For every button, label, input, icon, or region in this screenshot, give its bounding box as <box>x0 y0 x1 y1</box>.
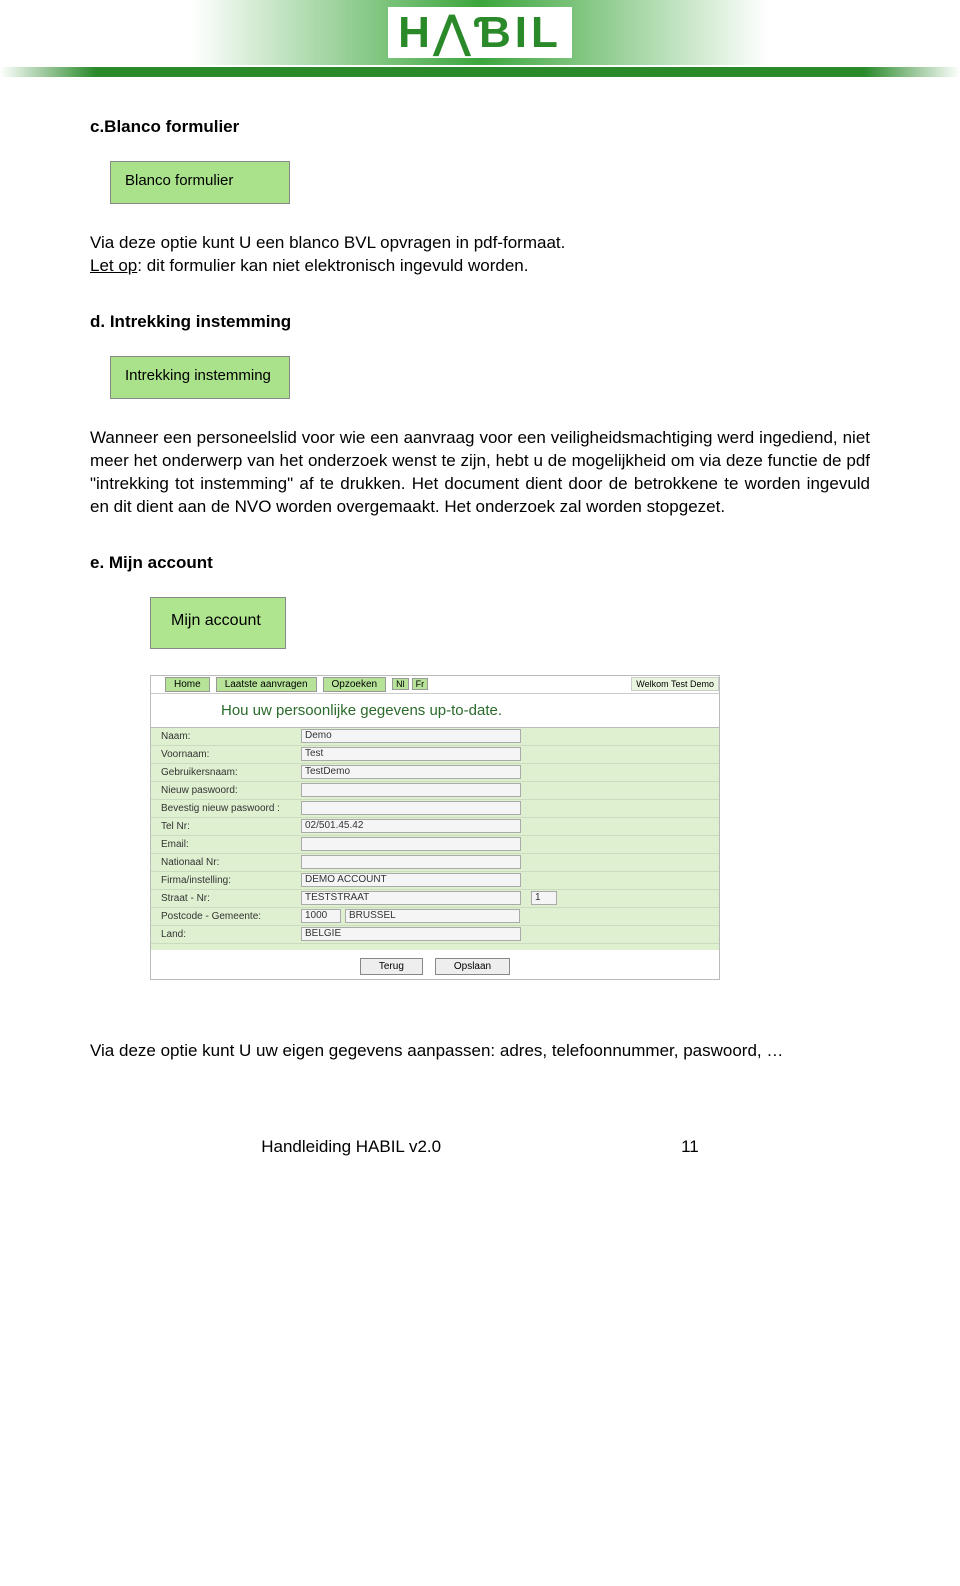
mijn-account-button-wrap: Mijn account <box>150 597 870 649</box>
section-e-title: e. Mijn account <box>90 553 870 573</box>
input-firma[interactable]: DEMO ACCOUNT <box>301 873 521 887</box>
label-voornaam: Voornaam: <box>161 749 301 760</box>
input-straat-nr[interactable]: 1 <box>531 891 557 905</box>
let-op-label: Let op <box>90 256 137 275</box>
row-firma: Firma/instelling: DEMO ACCOUNT <box>151 872 719 890</box>
label-postcode: Postcode - Gemeente: <box>161 911 301 922</box>
input-land[interactable]: BELGIE <box>301 927 521 941</box>
input-email[interactable] <box>301 837 521 851</box>
label-email: Email: <box>161 839 301 850</box>
input-nationaal[interactable] <box>301 855 521 869</box>
tabs-row: Home Laatste aanvragen Opzoeken Nl Fr We… <box>151 676 719 694</box>
label-nationaal: Nationaal Nr: <box>161 857 301 868</box>
tab-opzoeken[interactable]: Opzoeken <box>323 677 387 692</box>
row-email: Email: <box>151 836 719 854</box>
tab-home[interactable]: Home <box>165 677 210 692</box>
section-d-paragraph: Wanneer een personeelslid voor wie een a… <box>90 427 870 519</box>
row-nationaal: Nationaal Nr: <box>151 854 719 872</box>
label-tel: Tel Nr: <box>161 821 301 832</box>
section-d-title: d. Intrekking instemming <box>90 312 870 332</box>
blanco-formulier-button[interactable]: Blanco formulier <box>110 161 290 204</box>
input-gemeente[interactable]: BRUSSEL <box>345 909 520 923</box>
logo: H⋀ƁIL <box>388 7 572 58</box>
intrekking-button-wrap: Intrekking instemming <box>90 356 870 399</box>
row-naam: Naam: Demo <box>151 728 719 746</box>
input-nieuw-paswoord[interactable] <box>301 783 521 797</box>
input-gebruikersnaam[interactable]: TestDemo <box>301 765 521 779</box>
row-nieuw-paswoord: Nieuw paswoord: <box>151 782 719 800</box>
blanco-button-wrap: Blanco formulier <box>90 161 870 204</box>
row-voornaam: Voornaam: Test <box>151 746 719 764</box>
section-c-paragraph: Via deze optie kunt U een blanco BVL opv… <box>90 232 870 278</box>
row-tel: Tel Nr: 02/501.45.42 <box>151 818 719 836</box>
label-land: Land: <box>161 929 301 940</box>
section-c-text-1: Via deze optie kunt U een blanco BVL opv… <box>90 233 565 252</box>
row-straat: Straat - Nr: TESTSTRAAT 1 <box>151 890 719 908</box>
tab-fr[interactable]: Fr <box>412 678 429 690</box>
tab-nl[interactable]: Nl <box>392 678 409 690</box>
input-voornaam[interactable]: Test <box>301 747 521 761</box>
header-divider <box>0 67 960 77</box>
label-straat: Straat - Nr: <box>161 893 301 904</box>
terug-button[interactable]: Terug <box>360 958 423 975</box>
input-naam[interactable]: Demo <box>301 729 521 743</box>
form-heading: Hou uw persoonlijke gegevens up-to-date. <box>151 694 719 727</box>
row-gebruikersnaam: Gebruikersnaam: TestDemo <box>151 764 719 782</box>
opslaan-button[interactable]: Opslaan <box>435 958 510 975</box>
form-buttons: Terug Opslaan <box>151 950 719 979</box>
footer-text: Handleiding HABIL v2.0 <box>261 1137 441 1157</box>
input-tel[interactable]: 02/501.45.42 <box>301 819 521 833</box>
form-body: Naam: Demo Voornaam: Test Gebruikersnaam… <box>151 727 719 950</box>
row-land: Land: BELGIE <box>151 926 719 944</box>
tab-laatste-aanvragen[interactable]: Laatste aanvragen <box>216 677 317 692</box>
row-bevestig: Bevestig nieuw paswoord : <box>151 800 719 818</box>
intrekking-instemming-button[interactable]: Intrekking instemming <box>110 356 290 399</box>
footer: Handleiding HABIL v2.0 11 <box>0 1117 960 1167</box>
label-firma: Firma/instelling: <box>161 875 301 886</box>
row-postcode: Postcode - Gemeente: 1000 BRUSSEL <box>151 908 719 926</box>
input-straat[interactable]: TESTSTRAAT <box>301 891 521 905</box>
page-number: 11 <box>681 1137 699 1157</box>
mijn-account-button[interactable]: Mijn account <box>150 597 286 649</box>
account-form: Home Laatste aanvragen Opzoeken Nl Fr We… <box>150 675 720 980</box>
section-c-title: c.Blanco formulier <box>90 117 870 137</box>
header-bar: H⋀ƁIL <box>0 0 960 65</box>
section-c-text-2: : dit formulier kan niet elektronisch in… <box>137 256 528 275</box>
label-bevestig: Bevestig nieuw paswoord : <box>161 803 301 814</box>
label-gebruikersnaam: Gebruikersnaam: <box>161 767 301 778</box>
input-bevestig[interactable] <box>301 801 521 815</box>
welcome-label: Welkom Test Demo <box>631 677 719 691</box>
section-e-paragraph: Via deze optie kunt U uw eigen gegevens … <box>90 1040 870 1063</box>
page-content: c.Blanco formulier Blanco formulier Via … <box>0 77 960 1117</box>
label-naam: Naam: <box>161 731 301 742</box>
label-nieuw-paswoord: Nieuw paswoord: <box>161 785 301 796</box>
input-postcode[interactable]: 1000 <box>301 909 341 923</box>
